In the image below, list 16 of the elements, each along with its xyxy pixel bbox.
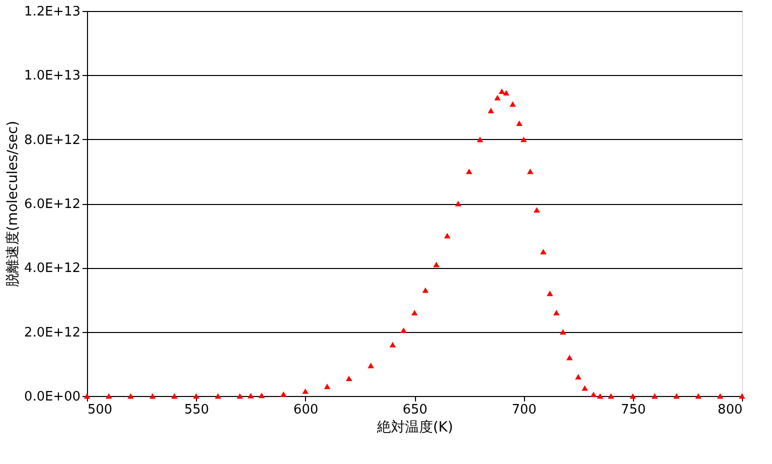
y-tick-label: 1.2E+13: [24, 4, 80, 20]
x-tick-label: 500: [88, 402, 112, 418]
x-tick-label: 600: [293, 402, 318, 418]
x-tick-label: 550: [184, 402, 210, 418]
y-tick-label: 4.0E+12: [24, 261, 80, 276]
y-axis-title: 脱離速度(molecules/sec): [5, 120, 22, 288]
y-tick-label: 0.0E+00: [24, 390, 80, 404]
y-tick-label: 1.0E+13: [24, 68, 80, 84]
x-tick-label: 650: [402, 402, 428, 418]
y-tick-label: 8.0E+12: [24, 132, 80, 148]
y-tick-label: 6.0E+12: [24, 197, 80, 212]
x-tick-label: 700: [512, 402, 537, 418]
x-tick-label: 800: [718, 402, 742, 418]
y-tick-label: 2.0E+12: [24, 325, 80, 340]
x-axis-title: 絶対温度(K): [376, 420, 454, 436]
x-tick-label: 750: [620, 402, 646, 418]
